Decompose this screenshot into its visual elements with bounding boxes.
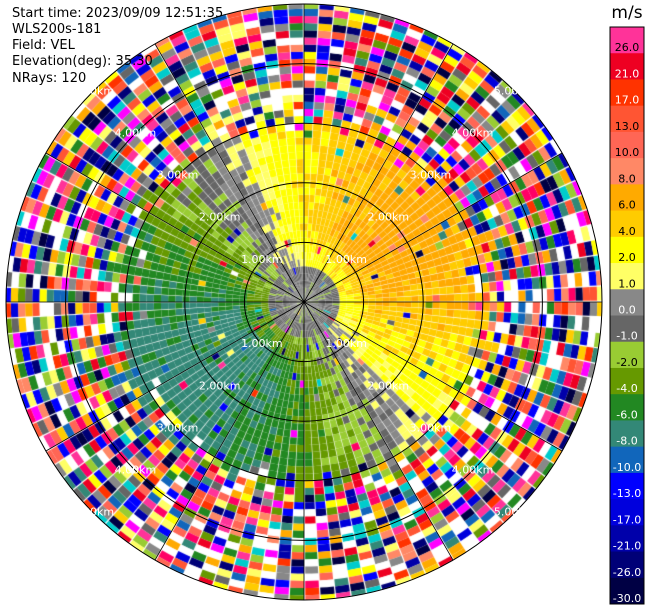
ring-label: 1.00km — [241, 337, 283, 350]
colorbar-swatch — [610, 236, 644, 264]
colorbar-tick-label: -2.0 — [616, 356, 637, 369]
colorbar-tick-label: -13.0 — [613, 487, 641, 500]
field-label: Field: VEL — [12, 38, 75, 53]
ring-label: 5.00km — [494, 84, 536, 97]
elevation-label: Elevation(deg): 35.30 — [12, 54, 153, 69]
colorbar-tick-label: 6.0 — [618, 199, 636, 212]
colorbar-tick-label: -21.0 — [613, 540, 641, 553]
colorbar-swatch — [610, 341, 644, 369]
colorbar-swatch — [610, 53, 644, 80]
colorbar-swatch — [610, 446, 644, 474]
colorbar-tick-label: -26.0 — [613, 566, 641, 579]
ring-label: 4.00km — [115, 464, 157, 477]
colorbar-swatch — [610, 184, 644, 212]
ring-label: 3.00km — [157, 421, 199, 434]
colorbar-swatch — [610, 367, 644, 395]
colorbar-tick-label: -8.0 — [616, 435, 637, 448]
colorbar-tick-label: 2.0 — [618, 251, 636, 264]
colorbar-tick-label: 17.0 — [615, 94, 640, 107]
colorbar-tick-label: -6.0 — [616, 408, 637, 421]
colorbar-swatch — [610, 315, 644, 343]
nrays-label: NRays: 120 — [12, 71, 87, 86]
ring-label: 2.00km — [367, 379, 409, 392]
colorbar-tick-label: 1.0 — [618, 277, 636, 290]
ring-label: 1.00km — [325, 253, 367, 266]
ring-label: 1.00km — [325, 337, 367, 350]
colorbar-tick-label: -4.0 — [616, 382, 637, 395]
colorbar-tick-label: 21.0 — [615, 67, 640, 80]
colorbar-swatch — [610, 420, 644, 448]
ring-label: 4.00km — [452, 126, 494, 139]
colorbar-tick-label: -17.0 — [613, 513, 641, 526]
colorbar-swatch — [610, 525, 644, 553]
radial-line — [303, 43, 454, 303]
colorbar-swatch — [610, 131, 644, 159]
instrument-label: WLS200s-181 — [12, 22, 102, 37]
colorbar-tick-label: 0.0 — [618, 304, 636, 317]
colorbar-tick-label: 26.0 — [615, 41, 640, 54]
colorbar-swatch — [610, 105, 644, 133]
colorbar-tick-label: 8.0 — [618, 172, 636, 185]
colorbar-tick-label: -10.0 — [613, 461, 641, 474]
colorbar-swatch — [610, 158, 644, 185]
ring-label: 2.00km — [199, 379, 241, 392]
colorbar-swatch — [610, 263, 644, 290]
ring-label: 5.00km — [494, 506, 536, 519]
colorbar-tick-label: -30.0 — [613, 592, 641, 605]
ring-label: 3.00km — [410, 421, 452, 434]
ring-label: 4.00km — [115, 126, 157, 139]
colorbar-swatch — [610, 551, 644, 579]
ring-label: 2.00km — [367, 211, 409, 224]
radial-line — [154, 301, 305, 561]
ring-label: 3.00km — [157, 169, 199, 182]
colorbar-swatch — [610, 27, 644, 54]
colorbar-swatch — [610, 499, 644, 526]
colorbar-swatch — [610, 79, 644, 107]
ring-label: 5.00km — [72, 84, 114, 97]
colorbar-tick-label: 4.0 — [618, 225, 636, 238]
colorbar-swatch — [610, 210, 644, 238]
ring-label: 3.00km — [410, 169, 452, 182]
colorbar-unit: m/s — [611, 3, 642, 23]
radial-line — [303, 301, 563, 452]
colorbar-swatch — [610, 472, 644, 500]
ring-label: 4.00km — [452, 464, 494, 477]
colorbar-swatch — [610, 394, 644, 421]
ring-label: 1.00km — [241, 253, 283, 266]
ring-label: 2.00km — [199, 211, 241, 224]
colorbar-swatch — [610, 289, 644, 316]
start-time-label: Start time: 2023/09/09 12:51:35 — [12, 6, 224, 21]
colorbar-tick-label: 10.0 — [615, 146, 640, 159]
ring-label: 5.00km — [72, 506, 114, 519]
colorbar-tick-label: 13.0 — [615, 120, 640, 133]
radial-line — [45, 301, 305, 452]
radial-line — [303, 301, 454, 561]
radial-line — [303, 152, 563, 303]
colorbar-frame — [609, 26, 645, 605]
radial-line — [45, 152, 305, 303]
colorbar-swatch — [610, 577, 644, 605]
colorbar-tick-label: -1.0 — [616, 330, 637, 343]
radial-line — [154, 43, 305, 303]
